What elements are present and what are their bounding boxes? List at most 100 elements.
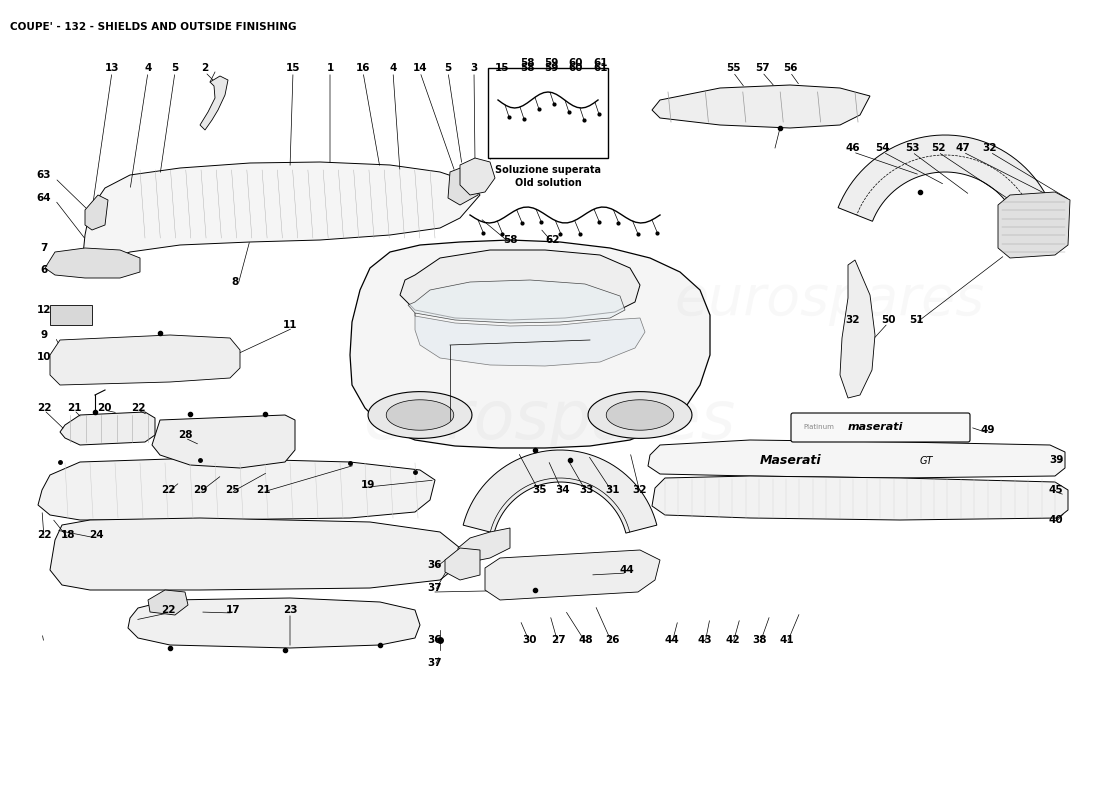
Text: 38: 38 [752,635,768,645]
Polygon shape [648,440,1065,478]
Polygon shape [45,248,140,278]
Text: 47: 47 [956,143,970,153]
Text: 11: 11 [283,320,297,330]
Text: 27: 27 [551,635,565,645]
Text: 58: 58 [519,58,535,68]
Text: 22: 22 [36,403,52,413]
Polygon shape [652,476,1068,520]
Polygon shape [350,240,710,448]
Text: maserati: maserati [848,422,903,432]
Polygon shape [588,392,692,438]
Text: 3: 3 [471,63,477,73]
Text: 64: 64 [36,193,52,203]
Text: 22: 22 [131,403,145,413]
Text: Platinum: Platinum [803,424,834,430]
Text: 16: 16 [355,63,371,73]
Text: 19: 19 [361,480,375,490]
Text: 30: 30 [522,635,537,645]
Polygon shape [415,313,645,366]
Text: 50: 50 [881,315,895,325]
Text: 15: 15 [286,63,300,73]
Text: 12: 12 [36,305,52,315]
Text: 22: 22 [161,485,175,495]
Text: 41: 41 [780,635,794,645]
Polygon shape [50,335,240,385]
Text: GT: GT [920,456,934,466]
Text: 59: 59 [543,63,558,73]
Text: 52: 52 [931,143,945,153]
Text: 37: 37 [428,658,442,668]
Text: 45: 45 [1048,485,1064,495]
Text: 44: 44 [664,635,680,645]
Text: 24: 24 [89,530,103,540]
Text: Old solution: Old solution [515,178,582,188]
Text: 17: 17 [226,605,240,615]
Text: 32: 32 [982,143,998,153]
Text: eurospares: eurospares [675,274,986,326]
Polygon shape [485,550,660,600]
Text: 39: 39 [1048,455,1064,465]
Text: 21: 21 [67,403,81,413]
Text: 54: 54 [876,143,890,153]
Text: 37: 37 [428,583,442,593]
Text: 48: 48 [579,635,593,645]
Text: 60: 60 [569,58,583,68]
Polygon shape [128,598,420,648]
Text: 62: 62 [546,235,560,245]
Text: 5: 5 [172,63,178,73]
Text: 32: 32 [632,485,647,495]
Text: 35: 35 [532,485,548,495]
Text: 43: 43 [697,635,713,645]
Text: 6: 6 [41,265,47,275]
Polygon shape [838,135,1058,238]
Text: 59: 59 [543,58,558,68]
Polygon shape [50,518,460,590]
Text: Soluzione superata: Soluzione superata [495,165,601,175]
Text: 26: 26 [605,635,619,645]
Text: 51: 51 [909,315,923,325]
Text: 2: 2 [201,63,209,73]
Text: 61: 61 [594,58,608,68]
Text: 23: 23 [283,605,297,615]
Polygon shape [368,392,472,438]
Text: 9: 9 [41,330,47,340]
Text: 55: 55 [726,63,740,73]
Text: 53: 53 [904,143,920,153]
Text: eurospares: eurospares [364,387,736,453]
Polygon shape [840,260,874,398]
Text: 22: 22 [36,530,52,540]
Text: 49: 49 [981,425,996,435]
Text: 5: 5 [444,63,452,73]
Text: 22: 22 [161,605,175,615]
Polygon shape [200,76,228,130]
Polygon shape [148,590,188,615]
Text: 14: 14 [412,63,427,73]
Text: 32: 32 [846,315,860,325]
Text: 42: 42 [726,635,740,645]
Text: 63: 63 [36,170,52,180]
Text: 56: 56 [783,63,798,73]
Text: 4: 4 [389,63,397,73]
Text: 31: 31 [606,485,620,495]
FancyBboxPatch shape [791,413,970,442]
Text: 58: 58 [503,235,517,245]
Text: 60: 60 [569,63,583,73]
Text: 18: 18 [60,530,75,540]
Text: 10: 10 [36,352,52,362]
Text: 25: 25 [224,485,240,495]
Text: 33: 33 [580,485,594,495]
Polygon shape [408,280,625,323]
Text: Maserati: Maserati [760,454,822,467]
Text: 36: 36 [428,635,442,645]
Polygon shape [39,458,434,520]
Polygon shape [460,158,495,195]
Text: 34: 34 [556,485,570,495]
Text: 58: 58 [519,63,535,73]
Text: 20: 20 [97,403,111,413]
Text: 57: 57 [755,63,769,73]
Text: 44: 44 [619,565,635,575]
Text: 7: 7 [41,243,47,253]
Text: 29: 29 [192,485,207,495]
Polygon shape [50,305,92,325]
Text: 15: 15 [495,63,509,73]
